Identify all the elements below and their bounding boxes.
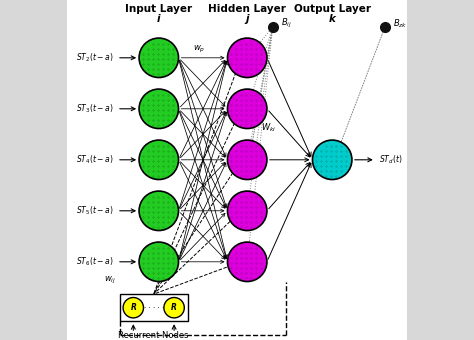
Text: Output Layer: Output Layer bbox=[294, 3, 371, 14]
Text: $B_{ij}$: $B_{ij}$ bbox=[281, 17, 292, 30]
Circle shape bbox=[228, 140, 267, 180]
Circle shape bbox=[228, 191, 267, 231]
Text: $B_{zk}$: $B_{zk}$ bbox=[393, 18, 408, 30]
Text: i: i bbox=[157, 14, 161, 24]
Bar bbox=[120, 294, 188, 321]
Circle shape bbox=[139, 89, 179, 129]
Text: · · · · ·: · · · · · bbox=[144, 305, 164, 311]
Text: $ST_2(t-a)$: $ST_2(t-a)$ bbox=[76, 52, 114, 64]
Text: $w_{ij}$: $w_{ij}$ bbox=[104, 275, 116, 286]
Text: $ST_5(t-a)$: $ST_5(t-a)$ bbox=[76, 205, 114, 217]
Text: R: R bbox=[171, 303, 177, 312]
Text: Input Layer: Input Layer bbox=[125, 3, 192, 14]
Text: R: R bbox=[130, 303, 136, 312]
Text: k: k bbox=[329, 14, 336, 24]
Circle shape bbox=[228, 89, 267, 129]
Circle shape bbox=[139, 140, 179, 180]
Text: Recurrent Nodes: Recurrent Nodes bbox=[118, 332, 189, 340]
Text: $ST_4(t-a)$: $ST_4(t-a)$ bbox=[76, 154, 114, 166]
Text: $ST_d(t)$: $ST_d(t)$ bbox=[379, 154, 402, 166]
Text: $W_{ki}$: $W_{ki}$ bbox=[261, 121, 276, 134]
Circle shape bbox=[123, 298, 144, 318]
Text: j: j bbox=[246, 14, 249, 24]
Circle shape bbox=[228, 38, 267, 78]
Circle shape bbox=[139, 38, 179, 78]
Text: $ST_6(t-a)$: $ST_6(t-a)$ bbox=[76, 256, 114, 268]
Circle shape bbox=[164, 298, 184, 318]
Text: $ST_3(t-a)$: $ST_3(t-a)$ bbox=[76, 103, 114, 115]
Text: $w_p$: $w_p$ bbox=[193, 44, 206, 55]
Circle shape bbox=[139, 191, 179, 231]
Circle shape bbox=[312, 140, 352, 180]
Circle shape bbox=[139, 242, 179, 282]
Text: Hidden Layer: Hidden Layer bbox=[208, 3, 286, 14]
Circle shape bbox=[228, 242, 267, 282]
